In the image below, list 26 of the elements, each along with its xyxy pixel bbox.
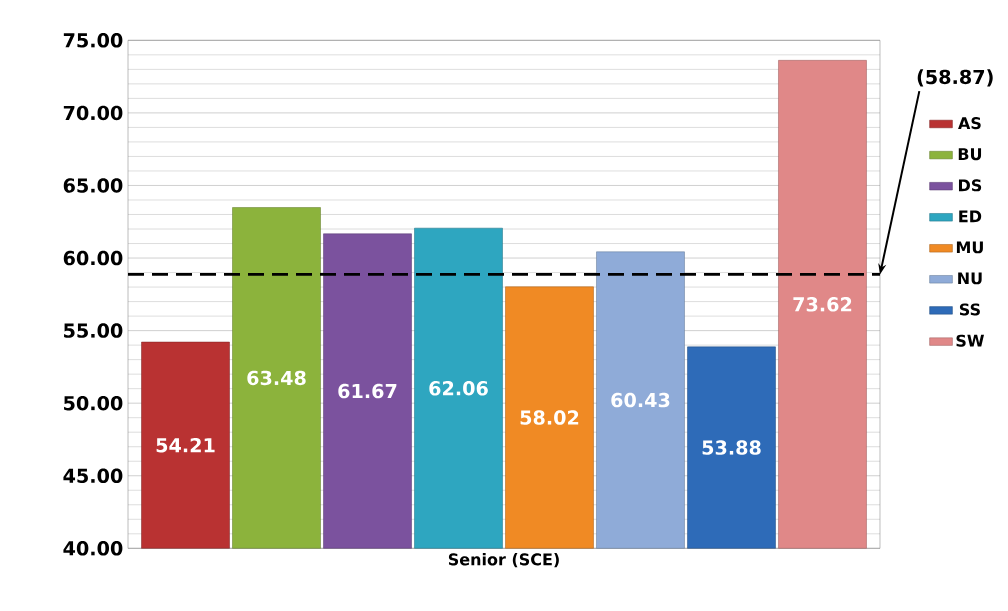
y-tick-label: 45.00 [63,468,123,484]
legend-label: BU [958,148,982,161]
y-tick-label: 50.00 [64,395,123,411]
data-label: 73.62 [793,297,852,312]
data-label: 63.48 [247,370,306,386]
data-label: 61.67 [338,383,397,399]
legend-label: MU [956,241,983,254]
legend-label: SS [959,303,980,316]
data-label: 54.21 [156,437,215,453]
data-label: 53.88 [702,440,761,455]
legend-label: DS [958,179,982,192]
y-tick-label: 55.00 [64,323,123,338]
y-tick-label: 60.00 [63,250,123,266]
legend-label: NU [958,272,982,285]
y-tick-label: 65.00 [63,178,123,193]
data-label: 58.02 [520,410,579,425]
x-tick-label: Senior (SCE) [448,553,559,568]
y-tick-label: 70.00 [63,105,123,121]
legend-label: ED [959,210,982,223]
legend-label: SW [956,334,984,347]
data-label: 62.06 [429,380,488,396]
y-tick-label: 40.00 [63,541,123,556]
legend-label: AS [958,117,981,130]
ref-line-label: (58.87) [917,69,993,87]
data-label: 60.43 [611,392,670,408]
y-tick-label: 75.00 [63,33,123,48]
